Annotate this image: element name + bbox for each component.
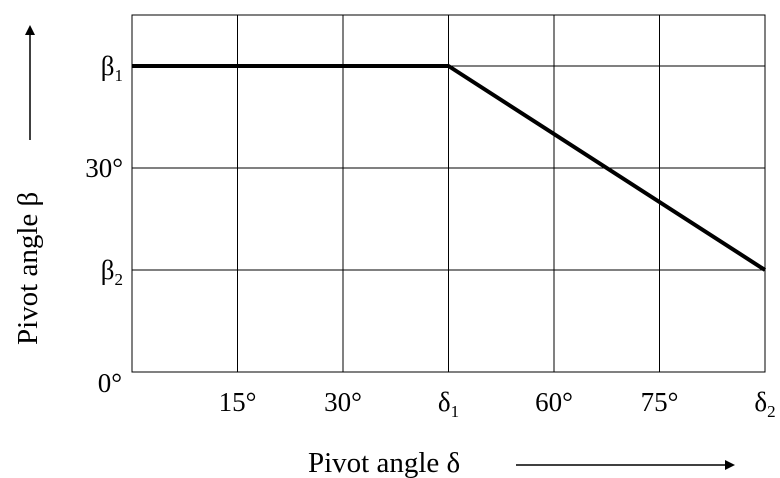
x-tick-label: 60° <box>535 387 573 417</box>
x-tick-label: 0° <box>98 368 122 398</box>
series-line <box>132 64 767 272</box>
x-tick-label: δ2 <box>754 387 775 421</box>
x-tick-label: δ1 <box>438 387 459 421</box>
x-tick-label: 15° <box>219 387 257 417</box>
grid <box>131 15 766 373</box>
plot-frame <box>131 14 766 373</box>
x-axis-title: Pivot angle δ <box>308 447 460 478</box>
tick-labels: 0° 15° 30° δ1 60° 75° δ2 β2 30° β1 <box>85 51 775 421</box>
x-tick-label: 75° <box>641 387 679 417</box>
y-tick-label: 30° <box>85 153 123 183</box>
x-tick-label: 30° <box>324 387 362 417</box>
y-tick-label: β2 <box>101 255 123 289</box>
series <box>132 64 767 272</box>
y-axis-title: Pivot angle β <box>12 192 44 345</box>
y-tick-label: β1 <box>101 51 123 85</box>
